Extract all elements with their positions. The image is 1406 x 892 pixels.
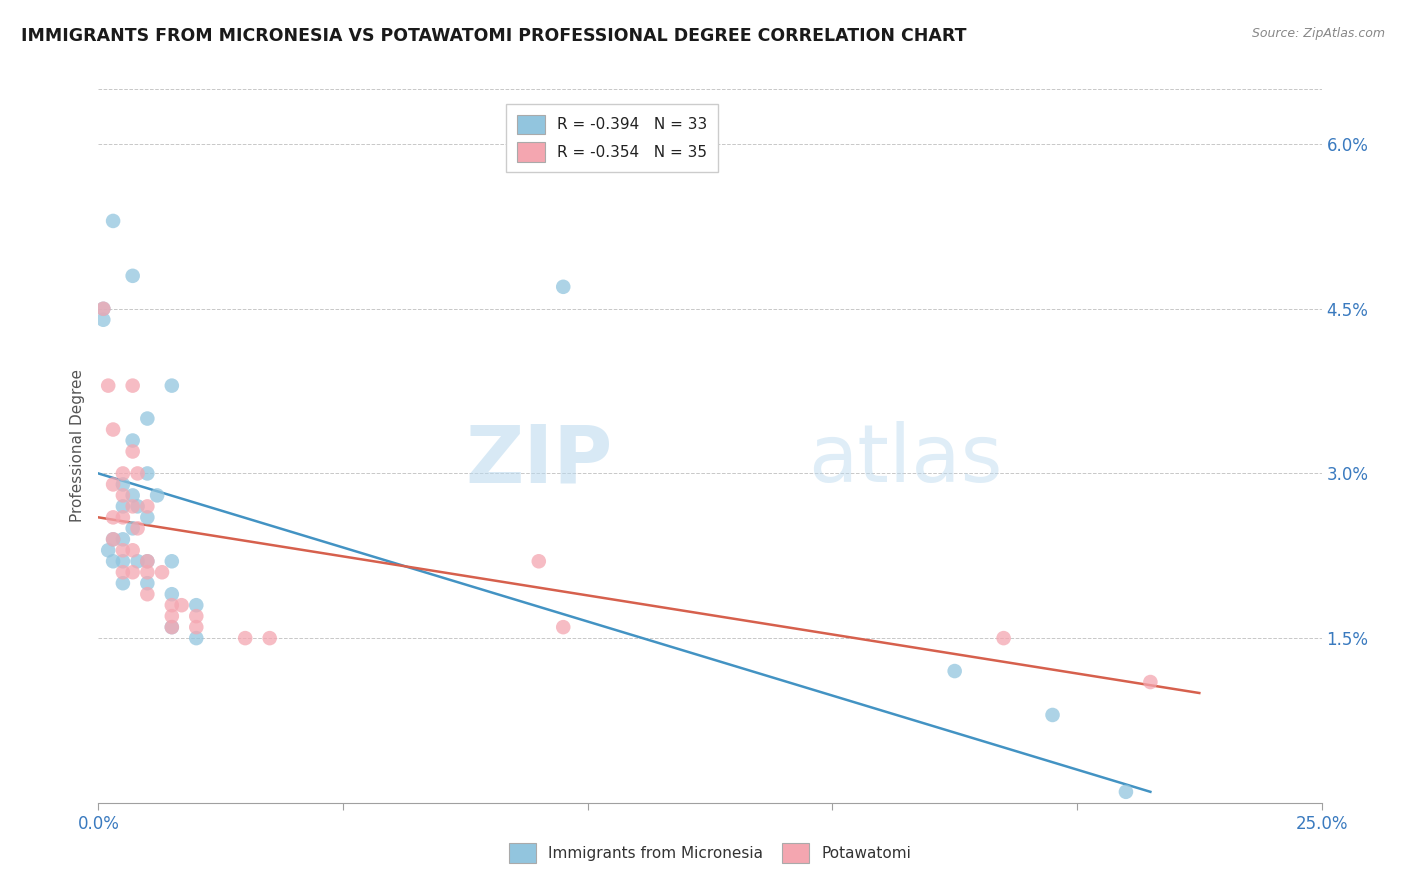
Point [553, 620, 575, 634]
Text: atlas: atlas [808, 421, 1002, 500]
Point [127, 500, 149, 514]
Point [121, 268, 143, 283]
Point [160, 620, 183, 634]
Point [111, 467, 134, 481]
Point [111, 554, 134, 568]
Point [101, 533, 124, 547]
Point [1042, 708, 1064, 723]
Point [150, 566, 173, 580]
Point [121, 521, 143, 535]
Point [101, 533, 124, 547]
Point [127, 467, 149, 481]
Point [1115, 785, 1137, 799]
Point [121, 566, 143, 580]
Text: ZIP: ZIP [465, 421, 612, 500]
Point [121, 543, 143, 558]
Point [121, 444, 143, 458]
Point [111, 510, 134, 524]
Point [136, 566, 159, 580]
Point [160, 598, 183, 612]
Point [111, 576, 134, 591]
Point [943, 664, 966, 678]
Y-axis label: Professional Degree: Professional Degree [70, 369, 86, 523]
Point [101, 477, 124, 491]
Point [136, 510, 159, 524]
Point [186, 620, 208, 634]
Point [136, 554, 159, 568]
Point [111, 500, 134, 514]
Point [101, 423, 124, 437]
Point [160, 378, 183, 392]
Point [527, 554, 550, 568]
Point [160, 587, 183, 601]
Point [136, 500, 159, 514]
Point [170, 598, 193, 612]
Point [91, 301, 114, 316]
Point [136, 554, 159, 568]
Point [101, 510, 124, 524]
Point [121, 378, 143, 392]
Point [160, 620, 183, 634]
Point [553, 280, 575, 294]
Point [111, 488, 134, 502]
Point [101, 214, 124, 228]
Point [993, 631, 1015, 645]
Point [186, 631, 208, 645]
Point [111, 477, 134, 491]
Point [136, 576, 159, 591]
Point [1139, 675, 1161, 690]
Point [97, 378, 120, 392]
Point [233, 631, 256, 645]
Point [136, 467, 159, 481]
Text: Source: ZipAtlas.com: Source: ZipAtlas.com [1251, 27, 1385, 40]
Point [186, 598, 208, 612]
Point [136, 587, 159, 601]
Point [259, 631, 281, 645]
Point [146, 488, 169, 502]
Point [111, 566, 134, 580]
Point [111, 533, 134, 547]
Point [127, 521, 149, 535]
Point [97, 543, 120, 558]
Legend: Immigrants from Micronesia, Potawatomi: Immigrants from Micronesia, Potawatomi [498, 832, 922, 873]
Point [91, 312, 114, 326]
Point [186, 609, 208, 624]
Text: IMMIGRANTS FROM MICRONESIA VS POTAWATOMI PROFESSIONAL DEGREE CORRELATION CHART: IMMIGRANTS FROM MICRONESIA VS POTAWATOMI… [21, 27, 966, 45]
Point [136, 411, 159, 425]
Point [121, 500, 143, 514]
Point [101, 554, 124, 568]
Point [160, 609, 183, 624]
Point [111, 543, 134, 558]
Point [160, 554, 183, 568]
Point [121, 488, 143, 502]
Point [91, 301, 114, 316]
Point [127, 554, 149, 568]
Point [121, 434, 143, 448]
